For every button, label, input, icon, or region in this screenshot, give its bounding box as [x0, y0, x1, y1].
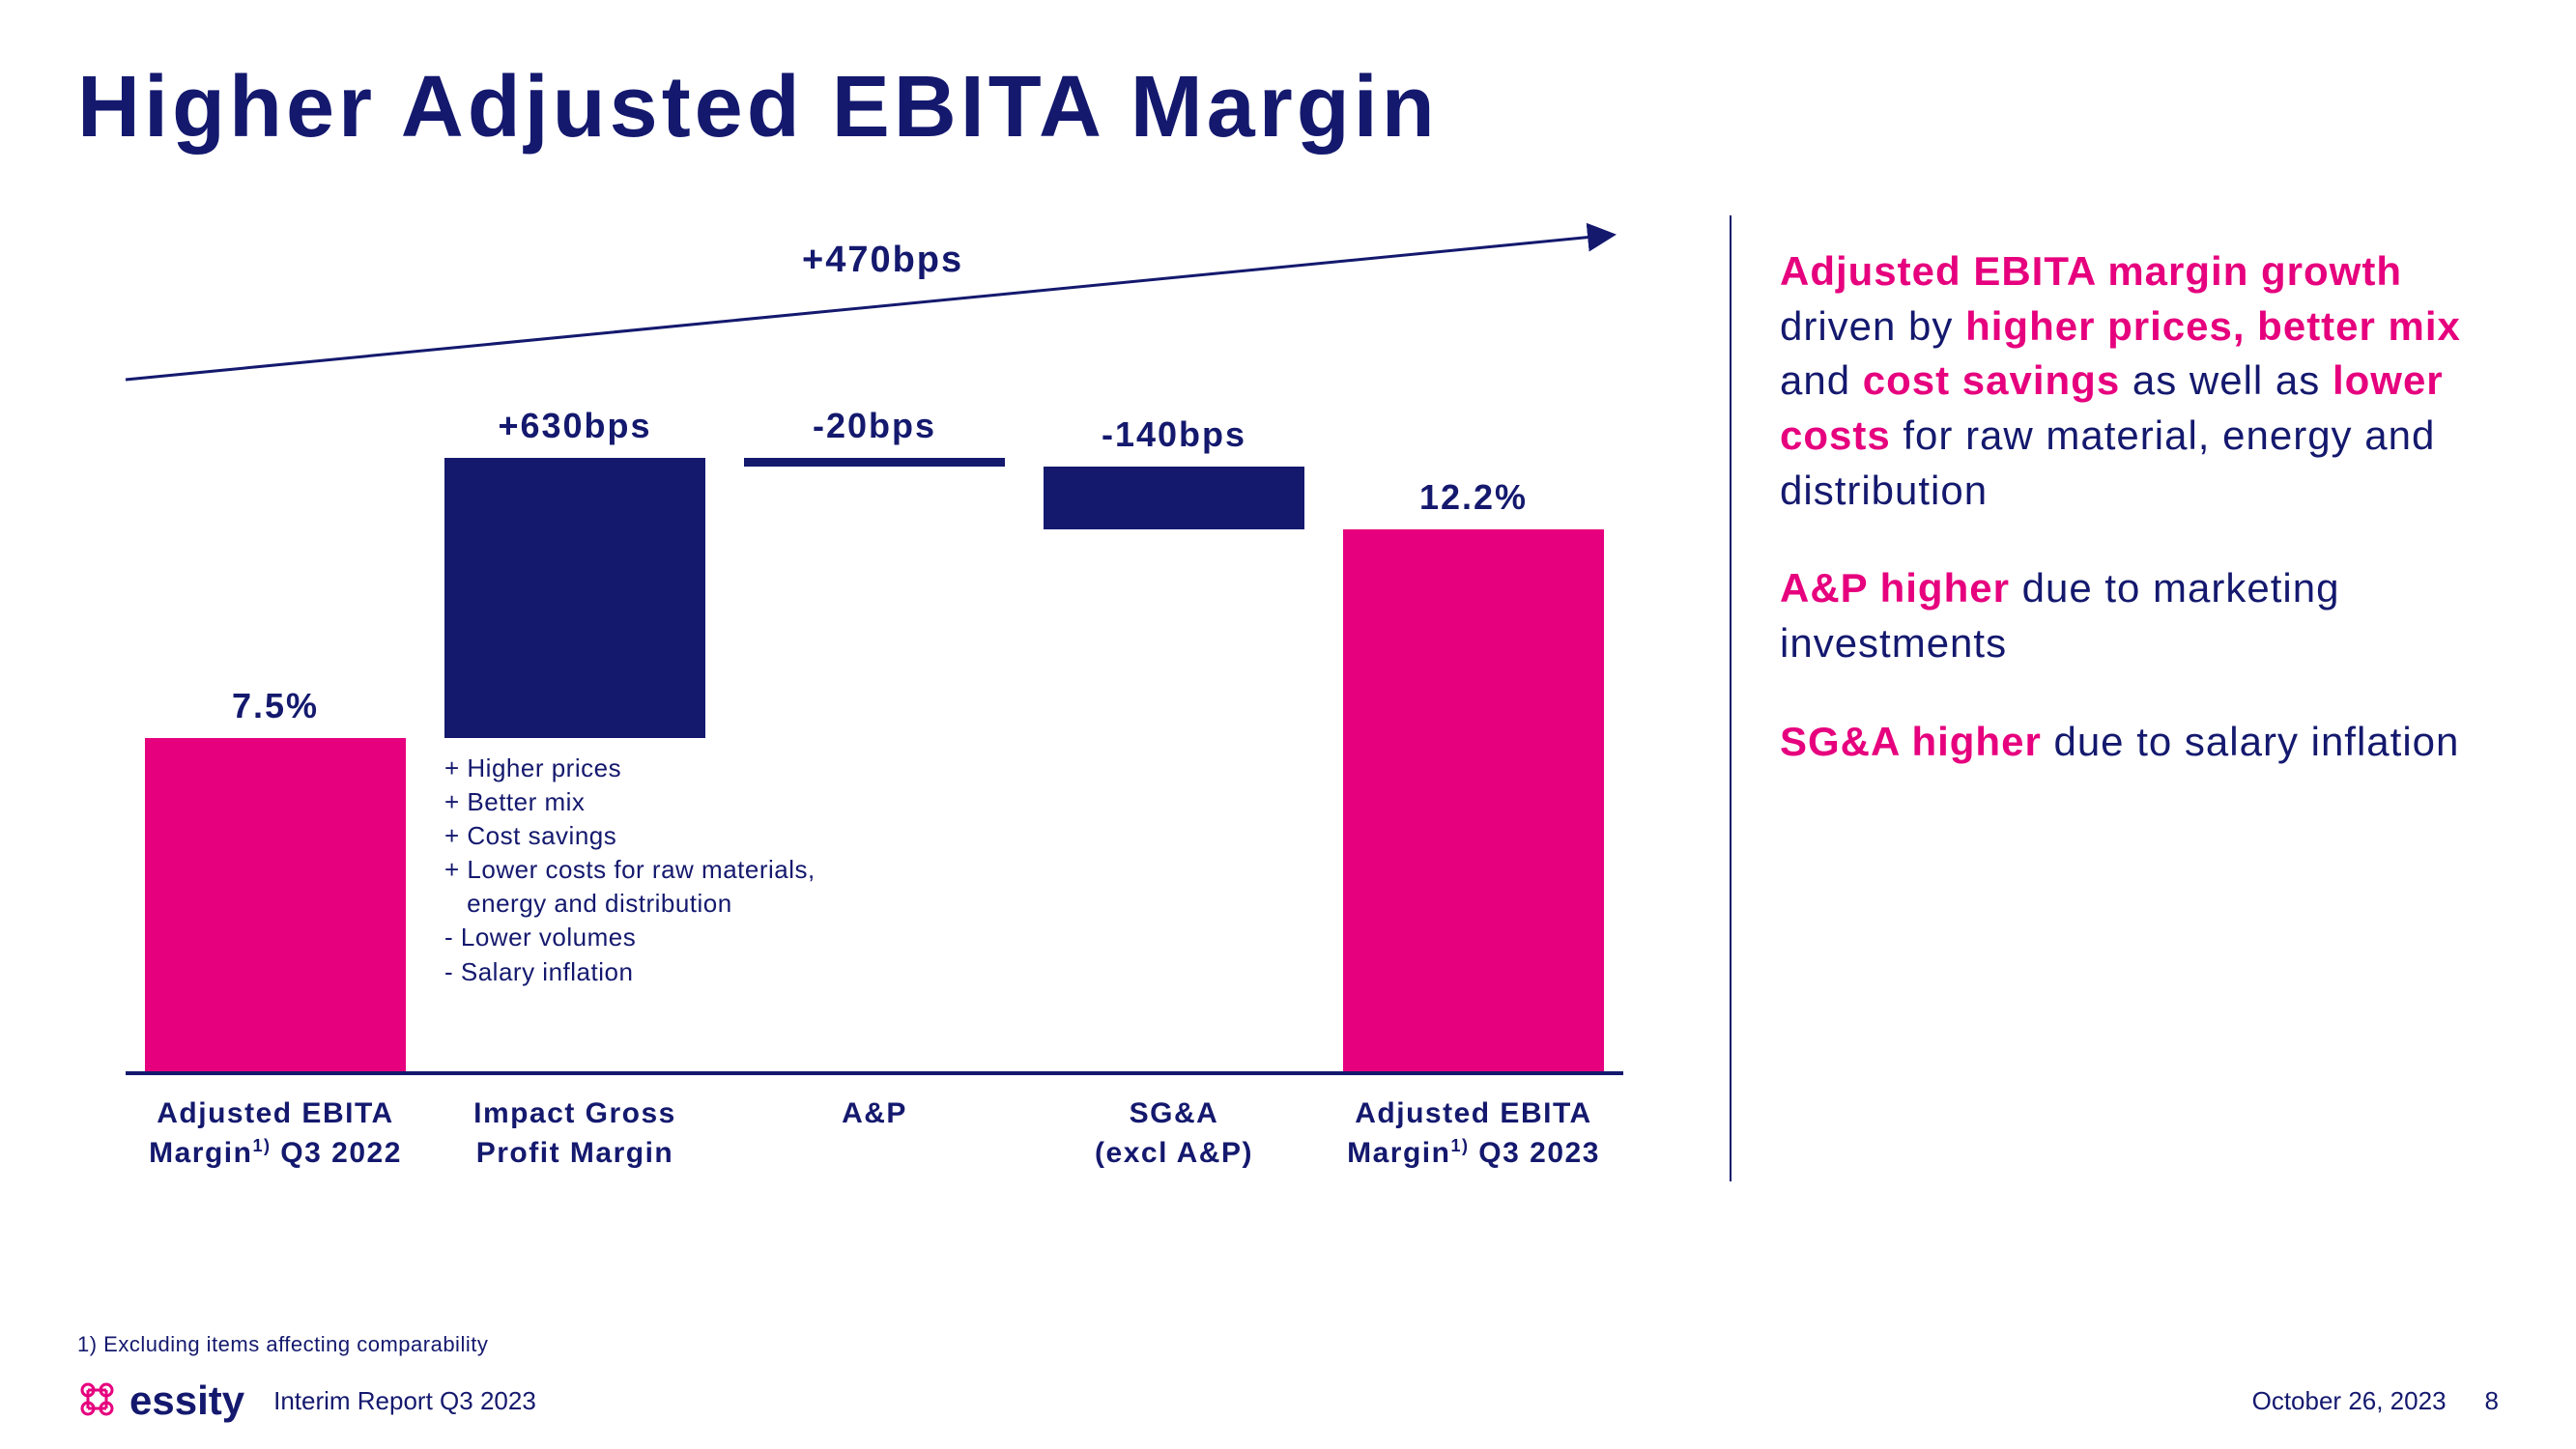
waterfall-step-end: 12.2% [1324, 409, 1623, 1071]
slide: Higher Adjusted EBITA Margin +470bps [0, 0, 2576, 1449]
waterfall-step-sga: -140bps [1024, 409, 1324, 1071]
highlight-text: SG&A higher [1780, 719, 2042, 764]
xlabel-start: Adjusted EBITAMargin1) Q3 2022 [126, 1085, 425, 1181]
bar-ap [744, 458, 1005, 467]
bar-gross [444, 458, 705, 738]
body-text: and [1780, 357, 1863, 403]
plot-area: 7.5% +630bps-20bps-140bps12.2% + Higher pr… [126, 409, 1623, 1075]
footer-page-number: 8 [2485, 1386, 2499, 1416]
chart-column: +470bps 7.5% +630bps-20bps-140bps12.2% + H… [77, 215, 1672, 1181]
highlight-text: A&P higher [1780, 565, 2010, 611]
bar-sga [1044, 467, 1304, 528]
bar-label-start: 7.5% [126, 686, 425, 726]
footer-date: October 26, 2023 [2252, 1386, 2447, 1416]
footer-doc-title: Interim Report Q3 2023 [273, 1386, 536, 1416]
trend-arrow: +470bps [126, 215, 1614, 409]
xlabel-sga: SG&A(excl A&P) [1024, 1085, 1324, 1181]
commentary-p2: A&P higher due to marketing investments [1780, 561, 2499, 670]
brand-name: essity [129, 1378, 244, 1424]
footer: essity Interim Report Q3 2023 October 26… [0, 1372, 2576, 1430]
highlight-text: higher prices, better mix [1965, 303, 2461, 349]
body-text: due to salary inflation [2042, 719, 2460, 764]
xlabel-gross: Impact GrossProfit Margin [425, 1085, 725, 1181]
gross-margin-drivers-notes: + Higher prices+ Better mix+ Cost saving… [444, 752, 1044, 989]
content-row: +470bps 7.5% +630bps-20bps-140bps12.2% + H… [77, 215, 2499, 1181]
brand-logo-icon [77, 1379, 120, 1422]
highlight-text: cost savings [1863, 357, 2120, 403]
bar-label-gross: +630bps [425, 406, 725, 446]
x-axis: Adjusted EBITAMargin1) Q3 2022Impact Gro… [126, 1085, 1623, 1181]
bar-label-end: 12.2% [1324, 477, 1623, 518]
waterfall-chart: +470bps 7.5% +630bps-20bps-140bps12.2% + H… [77, 215, 1672, 1181]
commentary-p1: Adjusted EBITA margin growth driven by h… [1780, 244, 2499, 518]
commentary-column: Adjusted EBITA margin growth driven by h… [1730, 215, 2499, 1181]
arrow-label: +470bps [802, 240, 963, 281]
xlabel-end: Adjusted EBITAMargin1) Q3 2023 [1324, 1085, 1623, 1181]
page-title: Higher Adjusted EBITA Margin [77, 58, 2499, 157]
commentary-p3: SG&A higher due to salary inflation [1780, 715, 2499, 770]
body-text: as well as [2120, 357, 2333, 403]
bar-label-ap: -20bps [725, 406, 1024, 446]
body-text: driven by [1780, 303, 1965, 349]
bar-label-sga: -140bps [1024, 414, 1324, 455]
highlight-text: Adjusted EBITA margin growth [1780, 248, 2402, 294]
xlabel-ap: A&P [725, 1085, 1024, 1181]
brand-logo: essity [77, 1378, 244, 1424]
waterfall-step-start: 7.5% [126, 409, 425, 1071]
footnote: 1) Excluding items affecting comparabili… [77, 1332, 488, 1357]
bar-start [145, 738, 406, 1071]
bar-end [1343, 529, 1604, 1071]
